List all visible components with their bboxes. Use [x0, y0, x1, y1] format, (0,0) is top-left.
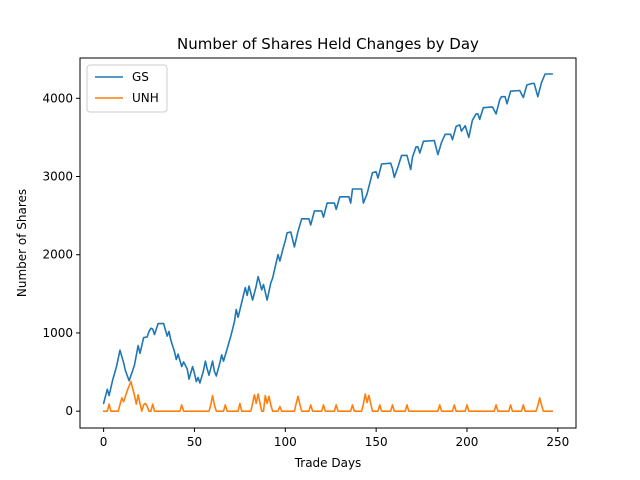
- y-tick-label: 2000: [42, 248, 73, 262]
- x-tick-label: 50: [187, 435, 202, 449]
- series-layer: [102, 73, 554, 412]
- legend-label-gs: GS: [132, 70, 149, 84]
- chart-title: Number of Shares Held Changes by Day: [177, 35, 479, 53]
- x-axis-label: Trade Days: [294, 456, 362, 470]
- x-tick-label: 0: [100, 435, 108, 449]
- legend: GS UNH: [86, 64, 168, 113]
- y-tick-label: 3000: [42, 170, 73, 184]
- y-axis-ticks: 0 1000 2000 3000 4000: [42, 91, 80, 418]
- x-tick-label: 100: [274, 435, 297, 449]
- x-tick-label: 200: [456, 435, 479, 449]
- x-tick-label: 250: [546, 435, 569, 449]
- y-tick-label: 4000: [42, 91, 73, 105]
- x-tick-label: 150: [365, 435, 388, 449]
- plot-frame: [79, 57, 577, 429]
- series-line-gs: [102, 73, 554, 405]
- y-axis-label: Number of Shares: [15, 189, 29, 297]
- y-tick-label: 1000: [42, 326, 73, 340]
- series-line-unh: [102, 380, 554, 412]
- x-axis-ticks: 0 50 100 150 200 250: [100, 428, 569, 449]
- y-tick-label: 0: [65, 404, 73, 418]
- legend-label-unh: UNH: [132, 91, 159, 105]
